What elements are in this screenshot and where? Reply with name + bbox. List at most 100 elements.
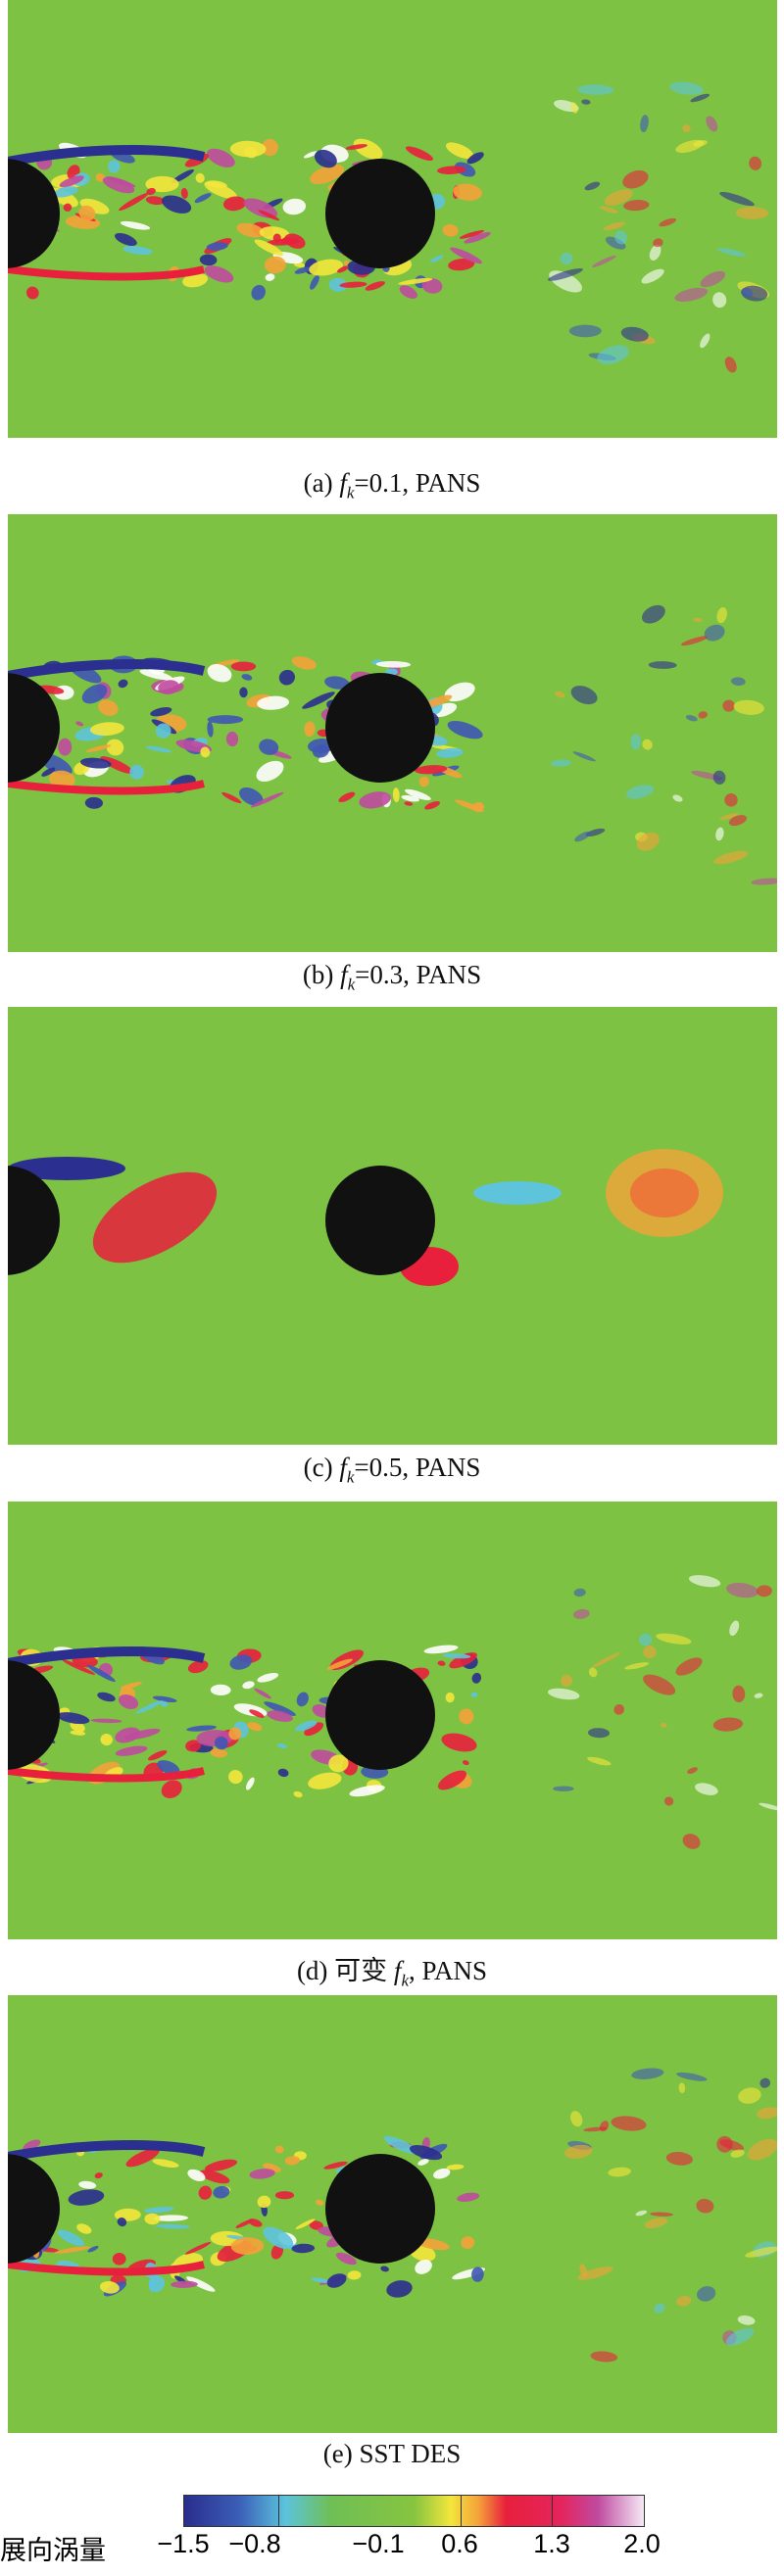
vortex	[461, 2236, 475, 2250]
vortex	[415, 2259, 432, 2274]
cylinder	[325, 2154, 435, 2264]
vortex	[604, 189, 633, 206]
caption-label: (b)	[302, 960, 334, 989]
vortex	[150, 707, 172, 717]
colorbar-tick-label: −0.1	[352, 2529, 405, 2558]
vortex	[257, 695, 290, 710]
vortex	[308, 1772, 342, 1789]
vortex	[573, 1608, 590, 1619]
vortex	[698, 711, 708, 719]
vortex	[573, 1588, 586, 1598]
vortex	[241, 674, 253, 681]
vortex	[153, 2215, 189, 2221]
vortex	[749, 156, 762, 170]
vortex	[75, 721, 84, 727]
vortex	[198, 2185, 213, 2200]
vortex	[326, 1658, 353, 1670]
vortex	[611, 2116, 647, 2131]
vortex	[207, 715, 244, 725]
vortex	[324, 676, 350, 690]
vortex	[574, 831, 591, 842]
colorbar	[183, 2495, 645, 2527]
vortex	[200, 746, 211, 758]
vortex	[199, 254, 218, 266]
vortex	[561, 1674, 573, 1687]
vortex	[614, 230, 627, 245]
vortex	[210, 1748, 227, 1758]
vortex	[53, 186, 78, 198]
vortex	[470, 1692, 478, 1697]
vortex	[120, 220, 151, 230]
vortex	[560, 252, 573, 265]
vortex	[229, 1654, 253, 1670]
vortex	[303, 151, 318, 159]
vortex	[643, 1646, 657, 1659]
caption-text: =0.3, PANS	[355, 960, 482, 989]
shear-layer	[8, 2140, 206, 2162]
vortex	[145, 196, 166, 206]
vortex	[78, 205, 96, 221]
vortex	[447, 721, 483, 739]
vortex	[603, 221, 626, 231]
vortex	[624, 1662, 650, 1670]
vortex	[328, 1754, 349, 1773]
vortex	[585, 828, 606, 836]
vortex	[553, 1786, 574, 1791]
vortex	[187, 1660, 209, 1674]
vortex	[636, 832, 660, 851]
vortex	[112, 2252, 126, 2266]
vortex	[688, 1575, 721, 1588]
vortex	[550, 759, 571, 767]
shear-layer	[8, 265, 205, 281]
vortex	[206, 180, 227, 188]
vortex	[84, 796, 103, 809]
vortex	[310, 164, 345, 185]
vortex	[423, 1645, 459, 1654]
vortex	[265, 273, 275, 281]
vortex	[417, 2159, 429, 2166]
vortex	[194, 193, 212, 204]
vortex	[309, 259, 343, 276]
vortex	[547, 268, 583, 281]
caption: (e) SST DES	[0, 2439, 784, 2469]
vortex	[94, 2172, 103, 2179]
vortex	[570, 2111, 583, 2127]
vortex	[135, 1700, 164, 1714]
vortex	[399, 285, 417, 299]
vortex	[225, 731, 239, 747]
vortex	[85, 744, 112, 752]
contour-panel	[8, 1502, 777, 1939]
vortex	[204, 2159, 238, 2171]
vortex	[588, 1667, 598, 1678]
vortex	[635, 2210, 648, 2217]
vortex	[392, 787, 400, 803]
vortex	[304, 721, 316, 738]
caption-var: f	[339, 1453, 347, 1482]
cylinder	[325, 1166, 435, 1275]
vortex	[473, 1181, 562, 1205]
vortex	[276, 1742, 288, 1749]
vortex	[693, 617, 704, 623]
vortex	[278, 669, 295, 686]
vortex	[199, 2170, 230, 2184]
vortex	[337, 265, 349, 273]
vortex	[264, 1701, 296, 1716]
vortex	[145, 175, 179, 193]
vortex	[719, 2139, 744, 2151]
vortex	[328, 277, 348, 292]
vortex	[359, 791, 391, 809]
vortex	[424, 801, 440, 810]
colorbar-tick-label: −1.5	[157, 2529, 210, 2558]
vortex	[236, 222, 265, 238]
vortex	[724, 357, 737, 373]
caption-label: (d) 可变	[296, 1956, 388, 1985]
vortex	[89, 722, 124, 737]
cylinder	[8, 1166, 60, 1275]
vortex	[274, 2145, 284, 2154]
contour-panel	[8, 0, 777, 438]
vortex	[195, 172, 205, 183]
shear-layer	[8, 2261, 205, 2276]
caption-label: (c)	[303, 1453, 333, 1482]
vortex	[639, 1633, 653, 1646]
